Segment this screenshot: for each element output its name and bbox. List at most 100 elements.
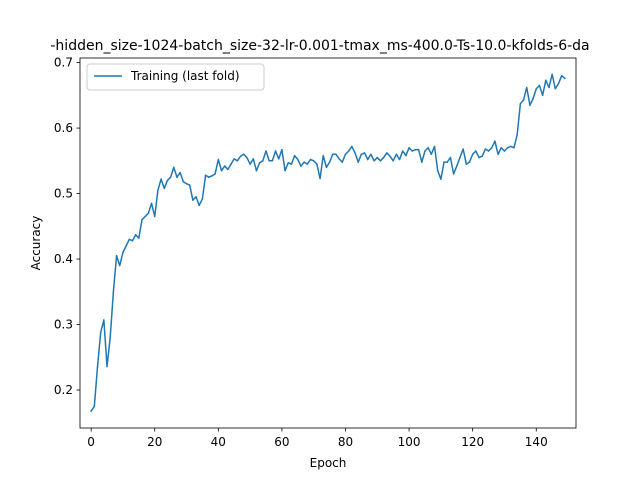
data-point — [417, 148, 420, 151]
axes-frame — [79, 57, 577, 429]
data-point — [395, 153, 398, 156]
data-point — [297, 158, 299, 161]
data-point — [150, 202, 153, 205]
data-point — [332, 153, 334, 156]
data-point — [287, 162, 290, 164]
data-point — [316, 163, 318, 165]
data-point — [188, 184, 191, 186]
y-tick-label: 0.6 — [54, 121, 73, 135]
x-tick-label: 20 — [147, 435, 162, 449]
data-point — [338, 158, 340, 160]
data-point — [440, 178, 442, 180]
data-point — [103, 319, 105, 321]
data-point — [408, 146, 410, 149]
data-point — [128, 238, 131, 241]
series-points — [90, 73, 566, 412]
data-point — [290, 163, 293, 165]
data-point — [309, 158, 312, 161]
data-point — [147, 212, 150, 214]
data-point — [538, 84, 541, 87]
x-axis-label: Epoch — [310, 456, 347, 470]
data-point — [465, 163, 468, 165]
data-point — [459, 156, 461, 159]
data-point — [131, 239, 134, 242]
data-point — [363, 152, 366, 154]
data-point — [125, 245, 127, 247]
data-point — [522, 99, 525, 101]
x-tick-label: 80 — [338, 435, 353, 449]
data-point — [411, 150, 414, 152]
data-point — [564, 77, 566, 80]
data-point — [401, 150, 404, 152]
data-point — [118, 264, 121, 267]
data-point — [312, 160, 315, 162]
data-point — [246, 156, 248, 159]
data-point — [354, 152, 356, 154]
data-point — [519, 103, 522, 105]
data-point — [436, 169, 439, 172]
data-point — [347, 150, 350, 152]
data-point — [217, 158, 220, 161]
y-tick-label: 0.3 — [54, 318, 73, 332]
data-point — [392, 160, 394, 162]
data-point — [433, 145, 436, 148]
data-point — [535, 88, 538, 90]
data-point — [293, 154, 296, 157]
data-point — [258, 162, 261, 164]
data-point — [360, 153, 363, 156]
data-point — [398, 158, 401, 161]
data-point — [484, 148, 487, 150]
x-tick-label: 40 — [211, 435, 226, 449]
data-point — [112, 291, 115, 293]
y-tick-label: 0.7 — [54, 56, 73, 70]
data-point — [405, 154, 407, 157]
data-point — [166, 179, 169, 182]
x-tick-label: 120 — [461, 435, 484, 449]
data-point — [462, 148, 464, 150]
data-point — [541, 94, 544, 97]
data-point — [497, 153, 499, 156]
data-point — [192, 199, 194, 201]
data-point — [548, 86, 550, 89]
data-point — [198, 204, 200, 207]
data-point — [551, 73, 553, 76]
data-point — [328, 161, 331, 163]
data-point — [277, 158, 280, 160]
legend-box — [86, 63, 265, 91]
data-point — [122, 251, 124, 254]
data-point — [370, 153, 372, 156]
x-tick-label: 100 — [398, 435, 421, 449]
data-point — [300, 165, 302, 167]
data-point — [506, 146, 509, 149]
data-point — [376, 156, 379, 159]
data-point — [456, 165, 458, 167]
data-point — [306, 163, 309, 165]
chart-title: -hidden_size-1024-batch_size-32-lr-0.001… — [50, 38, 589, 54]
x-tick-label: 140 — [525, 435, 548, 449]
data-point — [284, 169, 286, 172]
data-point — [513, 146, 515, 149]
y-axis-label: Accuracy — [29, 216, 43, 271]
y-tick-label: 0.2 — [54, 383, 73, 397]
data-point — [478, 156, 480, 159]
data-point — [421, 161, 423, 163]
data-point — [335, 153, 337, 156]
data-point — [414, 148, 417, 151]
x-axis-ticks: 0 20 40 60 80 100 120 140 — [87, 428, 548, 449]
plot-area: 0 20 40 60 80 100 120 140 0.2 0.3 0.4 0.5 0.6 0.7 — [54, 56, 577, 449]
data-point — [182, 181, 185, 183]
y-axis-ticks: 0.2 0.3 0.4 0.5 0.6 0.7 — [54, 56, 80, 397]
data-point — [481, 155, 483, 157]
data-point — [389, 155, 391, 157]
data-point — [195, 196, 197, 198]
data-point — [516, 133, 518, 136]
data-point — [220, 169, 223, 172]
data-point — [230, 163, 232, 165]
data-point — [160, 178, 162, 180]
data-point — [115, 255, 118, 257]
data-point — [157, 189, 159, 192]
data-point — [503, 150, 506, 152]
data-point — [223, 165, 226, 167]
data-point — [236, 160, 239, 162]
data-point — [452, 173, 455, 175]
